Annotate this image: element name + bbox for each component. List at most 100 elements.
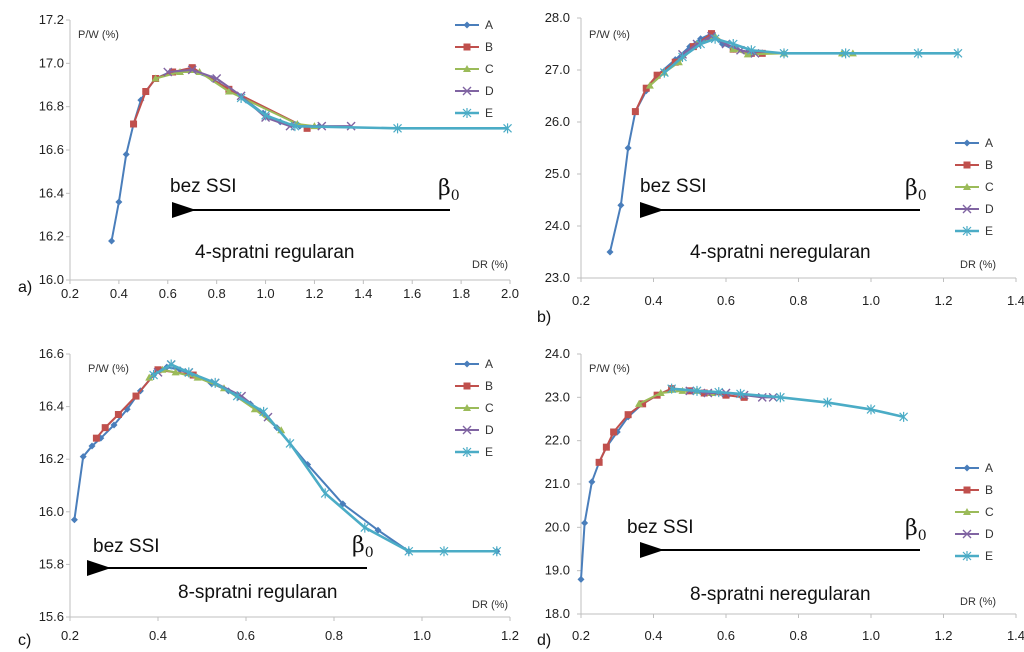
chart-panel-0: 16.0 16.2 16.4 16.6 16.8 17.0 17.2 0.2 0.4 0.6 0.8… xyxy=(18,12,519,301)
marker-d xyxy=(962,204,972,214)
legend-label-E: E xyxy=(985,549,993,563)
y-tick-label: 26.0 xyxy=(545,114,570,129)
x-tick-label: 1.4 xyxy=(1007,293,1024,308)
legend-label-A: A xyxy=(985,136,993,150)
marker-c xyxy=(224,87,233,95)
x-tick-label: 1.4 xyxy=(1007,628,1024,643)
marker-b xyxy=(188,64,196,72)
marker-e xyxy=(746,45,756,56)
marker-e xyxy=(728,39,738,49)
marker-e xyxy=(439,546,449,557)
marker-e xyxy=(696,39,706,49)
marker-a xyxy=(606,248,614,256)
marker-a xyxy=(374,526,382,534)
marker-e xyxy=(166,359,176,370)
legend-label-B: B xyxy=(485,379,493,393)
marker-e xyxy=(149,370,159,381)
marker-c xyxy=(656,389,665,396)
marker-a xyxy=(108,237,116,245)
marker-b xyxy=(722,391,730,399)
annotation-beta: β0 xyxy=(352,533,374,561)
y-tick-label: 16.8 xyxy=(39,99,64,114)
panel-note: 8-spratni regularan xyxy=(178,582,337,603)
marker-b xyxy=(92,434,100,442)
marker-b xyxy=(595,458,603,466)
chart-panel-2: 15.6 15.8 16.0 16.2 16.4 16.6 0.2 0.4 0.6 0.8 1.0 1… xyxy=(18,346,519,649)
y-tick-label: 25.0 xyxy=(545,166,570,181)
marker-e xyxy=(962,551,972,561)
marker-b xyxy=(708,30,715,38)
marker-b xyxy=(653,71,661,79)
legend-label-C: C xyxy=(485,401,494,415)
y-tick-label: 16.0 xyxy=(39,272,64,287)
marker-a xyxy=(115,198,123,206)
marker-c xyxy=(635,399,643,407)
marker-e xyxy=(261,110,270,121)
panel-label: a) xyxy=(18,279,32,296)
annotation-bez-ssi: bez SSI xyxy=(640,176,707,197)
x-axis-label: DR (%) xyxy=(960,259,996,271)
series-line-A xyxy=(609,32,785,253)
y-tick-label: 16.6 xyxy=(39,346,64,361)
marker-b xyxy=(963,161,971,169)
y-tick-label: 16.0 xyxy=(39,504,64,519)
y-tick-label: 15.8 xyxy=(39,556,64,571)
marker-e xyxy=(236,93,246,103)
marker-e xyxy=(285,438,295,449)
chart-panel-3: 18.0 19.0 20.0 21.0 22.0 23.0 24.0 0.2 0.4 0.6 0.8… xyxy=(537,346,1024,649)
marker-e xyxy=(736,388,745,399)
marker-e xyxy=(184,367,194,378)
panel-label: c) xyxy=(18,632,31,649)
beta-symbol: β xyxy=(905,516,918,541)
marker-a xyxy=(963,464,971,472)
x-tick-label: 1.2 xyxy=(501,628,519,643)
x-tick-label: 0.2 xyxy=(572,628,590,643)
x-tick-label: 0.4 xyxy=(644,628,662,643)
legend-label-A: A xyxy=(985,461,993,475)
x-axis-label: DR (%) xyxy=(472,599,508,611)
marker-a xyxy=(463,21,471,29)
marker-e xyxy=(692,385,702,396)
x-tick-label: 0.8 xyxy=(208,286,226,301)
beta-symbol: β xyxy=(352,533,365,558)
marker-e xyxy=(823,397,832,408)
marker-e xyxy=(659,67,669,78)
y-tick-label: 27.0 xyxy=(545,62,570,77)
marker-e xyxy=(259,406,269,417)
marker-a xyxy=(624,144,632,152)
y-tick-label: 17.0 xyxy=(39,55,64,70)
beta-symbol: β xyxy=(905,176,918,201)
marker-e xyxy=(290,121,300,132)
marker-b xyxy=(610,428,618,436)
panel-label: b) xyxy=(537,309,551,326)
marker-d xyxy=(163,67,173,77)
annotation-beta: β0 xyxy=(905,516,927,544)
series-line-E xyxy=(152,363,497,553)
marker-e xyxy=(775,392,785,403)
y-tick-label: 16.2 xyxy=(39,451,64,466)
beta-subscript: 0 xyxy=(365,545,374,561)
marker-b xyxy=(463,382,471,390)
y-tick-label: 17.2 xyxy=(39,12,64,27)
legend-label-D: D xyxy=(985,527,994,541)
series-line-C xyxy=(155,71,315,128)
marker-e xyxy=(210,377,220,388)
marker-a xyxy=(581,519,589,527)
marker-d xyxy=(212,74,222,83)
marker-a xyxy=(79,453,87,461)
x-tick-label: 1.8 xyxy=(452,286,470,301)
legend-label-D: D xyxy=(485,84,494,98)
marker-b xyxy=(142,88,150,95)
marker-a xyxy=(588,478,596,486)
chart-panel-1: 23.0 24.0 25.0 26.0 27.0 28.0 0.2 0.4 0.6 0.8 1.0 1… xyxy=(537,10,1024,326)
marker-b xyxy=(303,124,311,132)
y-tick-label: 16.2 xyxy=(39,229,64,244)
legend-label-D: D xyxy=(985,202,994,216)
marker-c xyxy=(151,74,160,82)
marker-e xyxy=(667,383,677,394)
legend-label-C: C xyxy=(485,62,494,76)
y-tick-label: 15.6 xyxy=(39,609,64,624)
marker-e xyxy=(866,404,876,415)
panel-note: 8-spratni neregularan xyxy=(690,584,871,605)
marker-e xyxy=(503,123,512,134)
